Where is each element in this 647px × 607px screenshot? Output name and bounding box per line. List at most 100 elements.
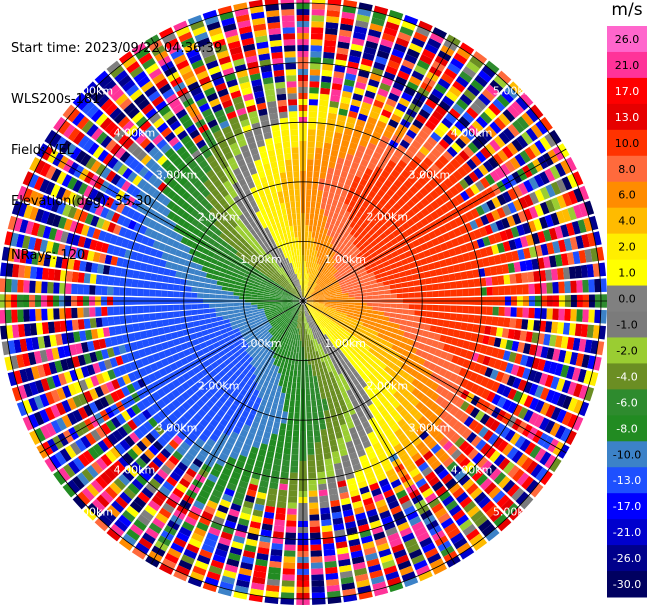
velocity-gate (149, 362, 159, 372)
velocity-gate (322, 190, 329, 198)
velocity-gate (101, 275, 109, 285)
velocity-gate (197, 287, 204, 293)
velocity-gate (348, 426, 357, 435)
velocity-gate (422, 360, 431, 369)
velocity-gate (354, 307, 361, 312)
velocity-gate (420, 385, 430, 395)
velocity-gate (417, 251, 426, 260)
velocity-gate (275, 294, 282, 297)
velocity-gate (498, 285, 505, 296)
velocity-gate (59, 308, 66, 320)
velocity-gate (359, 107, 370, 116)
velocity-gate (365, 471, 376, 480)
velocity-gate (352, 238, 360, 246)
velocity-gate (297, 370, 301, 377)
velocity-gate (306, 171, 313, 178)
velocity-gate (218, 339, 226, 346)
velocity-gate (106, 244, 115, 255)
velocity-gate (57, 243, 66, 256)
velocity-gate (245, 296, 252, 300)
velocity-gate (428, 413, 438, 424)
velocity-gate (322, 63, 334, 71)
velocity-gate (263, 322, 270, 327)
velocity-gate (292, 308, 297, 314)
velocity-gate (306, 299, 313, 301)
velocity-gate (89, 273, 97, 284)
velocity-gate (386, 188, 395, 198)
velocity-gate (310, 45, 323, 52)
velocity-gate (235, 361, 243, 369)
velocity-gate (363, 208, 371, 217)
velocity-gate (332, 137, 342, 146)
velocity-gate (465, 528, 480, 541)
velocity-gate (188, 248, 197, 256)
velocity-gate (397, 70, 410, 81)
velocity-gate (367, 272, 375, 278)
velocity-gate (261, 336, 268, 343)
velocity-gate (321, 285, 327, 290)
velocity-gate (159, 563, 174, 575)
velocity-gate (498, 457, 511, 471)
velocity-gate (437, 468, 450, 480)
velocity-gate (156, 320, 164, 328)
velocity-gate (180, 554, 195, 565)
velocity-gate (393, 373, 402, 382)
velocity-gate (445, 352, 454, 362)
velocity-gate (310, 63, 321, 70)
velocity-gate (25, 337, 34, 351)
velocity-gate (442, 95, 455, 107)
velocity-gate (304, 285, 306, 292)
velocity-gate (298, 310, 301, 317)
velocity-gate (143, 313, 151, 322)
velocity-gate (334, 206, 341, 215)
velocity-gate (335, 468, 344, 476)
velocity-gate (426, 284, 433, 291)
velocity-gate (118, 247, 127, 258)
velocity-gate (322, 57, 334, 65)
velocity-gate (190, 384, 200, 393)
velocity-gate (306, 424, 313, 431)
velocity-gate (234, 377, 242, 385)
velocity-gate (508, 506, 523, 521)
velocity-gate (408, 333, 417, 340)
velocity-gate (306, 301, 313, 304)
velocity-gate (452, 329, 461, 338)
velocity-gate (388, 224, 397, 233)
velocity-gate (313, 171, 320, 178)
velocity-gate (544, 214, 554, 228)
velocity-gate (450, 289, 457, 297)
velocity-gate (356, 368, 364, 376)
velocity-gate (83, 390, 94, 403)
velocity-gate (372, 303, 379, 307)
velocity-gate (207, 409, 217, 419)
velocity-gate (378, 478, 390, 488)
velocity-gate (36, 224, 46, 238)
velocity-gate (318, 233, 323, 240)
velocity-gate (497, 440, 509, 453)
velocity-gate (383, 391, 393, 400)
velocity-gate (49, 334, 58, 347)
velocity-gate (492, 98, 506, 112)
velocity-gate (353, 371, 360, 379)
velocity-gate (441, 267, 449, 275)
velocity-gate (240, 350, 248, 358)
velocity-gate (125, 306, 132, 315)
velocity-gate (200, 324, 208, 331)
velocity-gate (567, 173, 578, 189)
velocity-gate (148, 522, 163, 535)
velocity-gate (289, 333, 294, 340)
velocity-gate (324, 302, 331, 305)
velocity-gate (114, 325, 122, 335)
velocity-gate (304, 243, 308, 250)
velocity-gate (364, 445, 374, 455)
velocity-gate (293, 327, 297, 335)
velocity-gate (41, 322, 50, 335)
velocity-gate (355, 383, 363, 392)
velocity-gate (393, 255, 401, 263)
velocity-gate (340, 139, 350, 148)
velocity-gate (98, 338, 107, 349)
velocity-gate (375, 278, 383, 283)
velocity-gate (376, 315, 384, 320)
velocity-gate (487, 156, 499, 169)
velocity-gate (335, 309, 342, 313)
